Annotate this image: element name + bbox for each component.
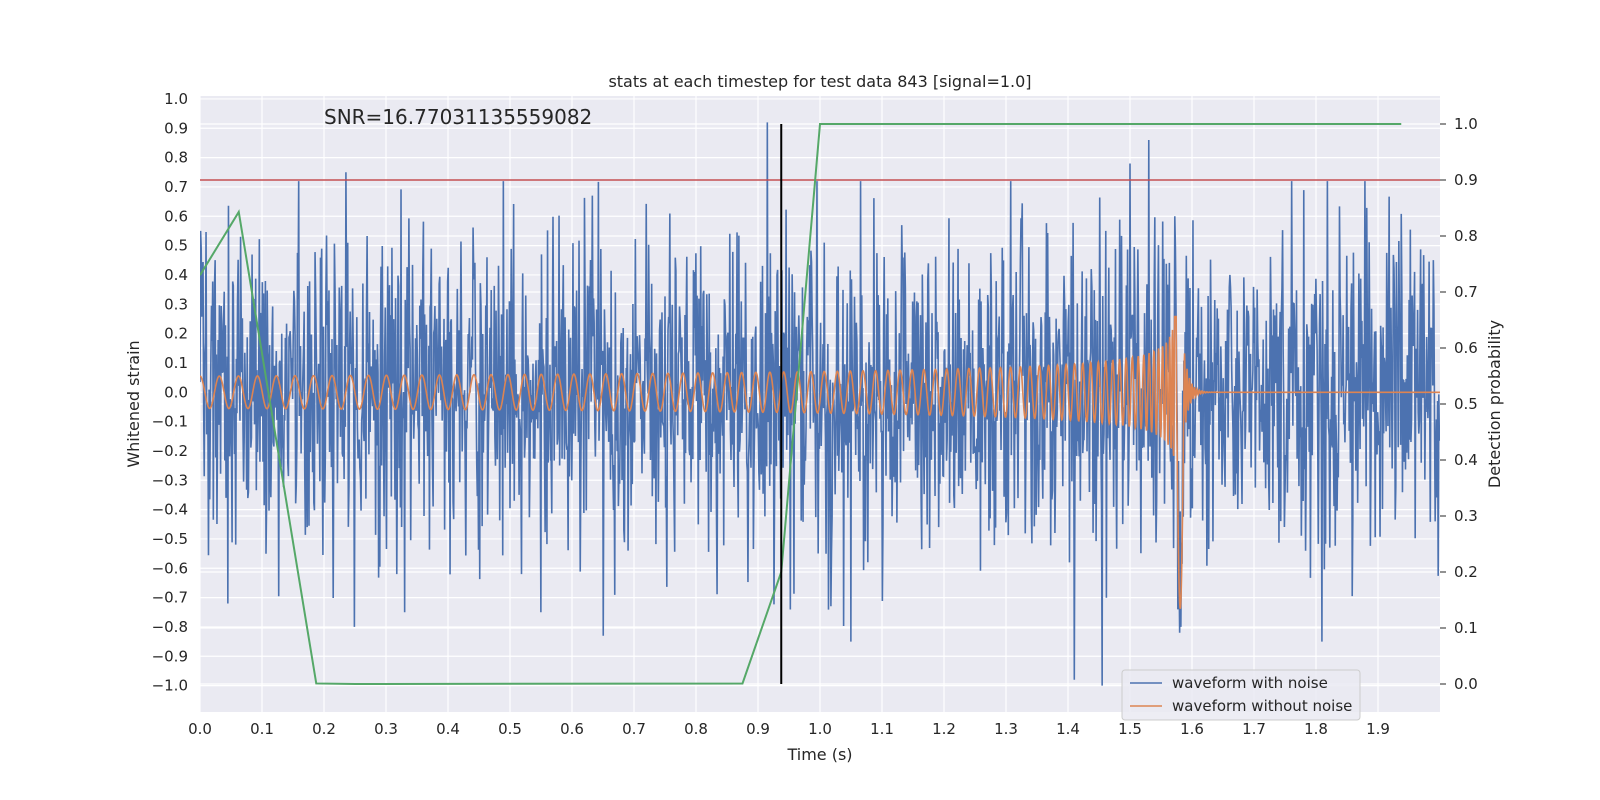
right-tick-label: 0.3	[1454, 507, 1478, 525]
series-waveform-without-noise	[200, 315, 1440, 609]
series-layer	[200, 122, 1440, 686]
y-tick-label: 0.0	[164, 383, 188, 401]
x-tick-label: 0.2	[312, 720, 336, 738]
x-tick-label: 1.6	[1180, 720, 1204, 738]
y-tick-label: −0.8	[152, 618, 188, 636]
y-tick-label: 0.5	[164, 237, 188, 255]
right-tick-label: 0.4	[1454, 451, 1478, 469]
x-tick-label: 0.8	[684, 720, 708, 738]
series-detection-probability	[200, 123, 1402, 686]
y-tick-label: 0.4	[164, 266, 188, 284]
x-tick-label: 0.7	[622, 720, 646, 738]
x-tick-label: 0.6	[560, 720, 584, 738]
x-tick-label: 0.0	[188, 720, 212, 738]
y-axis-ticks: 1.0 0.9 0.8 0.7 0.6 0.5 0.4 0.3 0.2 0.1 0.0 −0.1 −0.…	[152, 90, 188, 695]
x-tick-label: 1.1	[870, 720, 894, 738]
right-tick-label: 0.1	[1454, 619, 1478, 637]
y-tick-label: 0.9	[164, 119, 188, 137]
y-tick-label: 0.1	[164, 354, 188, 372]
x-tick-label: 1.4	[1056, 720, 1080, 738]
series-waveform-with-noise	[200, 122, 1440, 686]
right-tick-label: 0.9	[1454, 171, 1478, 189]
right-tick-label: 0.8	[1454, 227, 1478, 245]
x-tick-label: 1.5	[1118, 720, 1142, 738]
y-tick-label: 1.0	[164, 90, 188, 108]
x-axis-ticks: 0.0 0.1 0.2 0.3 0.4 0.5 0.6 0.7 0.8 0.9 1.0 1.1 1.2 1…	[188, 720, 1390, 738]
y-tick-label: 0.6	[164, 207, 188, 225]
chart-title: stats at each timestep for test data 843…	[608, 72, 1031, 91]
x-tick-label: 1.3	[994, 720, 1018, 738]
right-axis-label: Detection probability	[1485, 320, 1504, 488]
y-tick-label: −0.7	[152, 589, 188, 607]
x-tick-label: 1.9	[1366, 720, 1390, 738]
x-tick-label: 0.5	[498, 720, 522, 738]
y-tick-label: −0.2	[152, 442, 188, 460]
y-tick-label: 0.7	[164, 178, 188, 196]
x-tick-label: 1.7	[1242, 720, 1266, 738]
y-tick-label: −0.3	[152, 471, 188, 489]
y-axis-label: Whitened strain	[124, 340, 143, 467]
right-tick-label: 0.7	[1454, 283, 1478, 301]
right-tick-label: 0.5	[1454, 395, 1478, 413]
y-tick-label: −0.5	[152, 530, 188, 548]
x-tick-label: 0.1	[250, 720, 274, 738]
x-axis-label: Time (s)	[786, 745, 852, 764]
legend-label-noisy: waveform with noise	[1172, 674, 1328, 692]
x-tick-label: 0.4	[436, 720, 460, 738]
snr-annotation: SNR=16.77031135559082	[324, 105, 592, 129]
x-tick-label: 1.2	[932, 720, 956, 738]
x-tick-label: 1.0	[808, 720, 832, 738]
y-tick-label: 0.2	[164, 325, 188, 343]
legend-box	[1121, 669, 1361, 721]
right-tick-label: 1.0	[1454, 115, 1478, 133]
right-axis-ticks: 1.0 0.9 0.8 0.7 0.6 0.5 0.4 0.3 0.2 0.1 0.0	[1440, 115, 1478, 693]
y-tick-label: −0.4	[152, 501, 188, 519]
y-tick-label: 0.8	[164, 149, 188, 167]
y-tick-label: 0.3	[164, 295, 188, 313]
right-tick-label: 0.2	[1454, 563, 1478, 581]
legend: waveform with noise waveform without noi…	[1121, 669, 1361, 721]
x-tick-label: 1.8	[1304, 720, 1328, 738]
y-tick-label: −0.1	[152, 413, 188, 431]
y-tick-label: −1.0	[152, 677, 188, 695]
right-tick-label: 0.0	[1454, 675, 1478, 693]
legend-label-clean: waveform without noise	[1172, 697, 1352, 715]
y-tick-label: −0.6	[152, 559, 188, 577]
x-tick-label: 0.3	[374, 720, 398, 738]
y-tick-label: −0.9	[152, 647, 188, 665]
right-tick-label: 0.6	[1454, 339, 1478, 357]
x-tick-label: 0.9	[746, 720, 770, 738]
